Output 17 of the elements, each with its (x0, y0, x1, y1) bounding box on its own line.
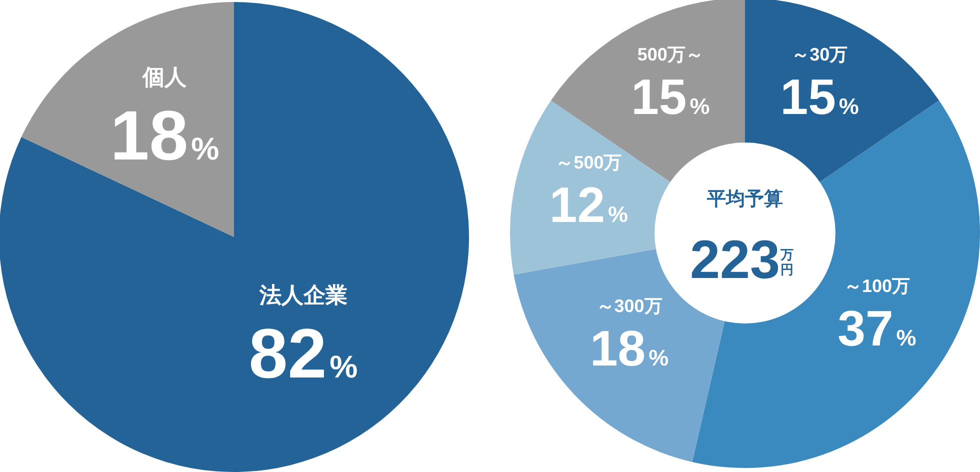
data-label: 18% (110, 96, 220, 174)
slice-label: ～300万 (596, 296, 662, 316)
data-label: 18% (590, 320, 669, 377)
slice-label: 法人企業 (258, 282, 348, 308)
slice-label: ～500万 (556, 152, 622, 173)
slice-label: ～100万 (844, 276, 910, 296)
slice-label: ～30万 (792, 44, 848, 65)
data-label: 82% (248, 314, 358, 393)
data-label: 15% (780, 69, 859, 126)
data-label: 15% (631, 69, 710, 126)
text: 223 (690, 230, 780, 290)
text: 平均予算 (706, 189, 783, 210)
slice-label: 500万～ (637, 44, 704, 65)
text: 万円 (780, 247, 794, 277)
slice-label: 個人 (142, 64, 188, 90)
data-label: 37% (838, 300, 916, 357)
data-label: 12% (549, 177, 628, 234)
